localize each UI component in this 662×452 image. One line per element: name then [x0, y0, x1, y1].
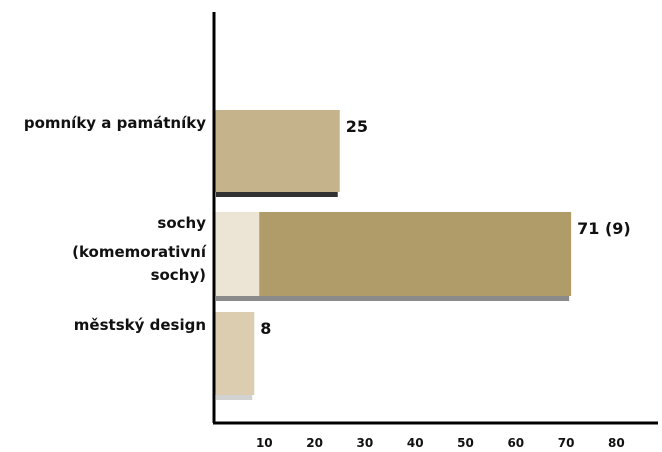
bar-shadow-cat-0 — [216, 192, 338, 197]
x-tick-label-30: 30 — [357, 436, 374, 450]
x-tick-label-70: 70 — [558, 436, 575, 450]
x-tick-label-40: 40 — [407, 436, 424, 450]
category-label-cat-1-line-1: (komemorativní — [72, 243, 207, 261]
category-label-cat-0-line-0: pomníky a památníky — [24, 114, 206, 132]
x-tick-label-60: 60 — [507, 436, 524, 450]
value-labels: 25 71 (9) 8 — [260, 117, 630, 338]
bars-layer — [214, 110, 572, 400]
bar-cat-2 — [214, 312, 255, 395]
value-label-cat-2: 8 — [260, 319, 271, 338]
category-label-cat-1-line-2: sochy) — [151, 266, 206, 284]
category-label-cat-1-line-0: sochy — [157, 214, 206, 232]
bar-shadow-cat-1 — [216, 296, 570, 301]
x-tick-label-20: 20 — [306, 436, 323, 450]
category-labels: pomníky a památníky sochy (komemorativní so… — [24, 114, 207, 334]
bar-cat-0 — [214, 110, 340, 192]
x-tick-label-80: 80 — [608, 436, 625, 450]
bar-shadow-cat-2 — [216, 395, 253, 400]
x-axis-ticks: 10 20 30 40 50 60 70 80 — [256, 436, 625, 450]
bar-cat-1 — [214, 212, 572, 296]
value-label-cat-1: 71 (9) — [577, 219, 631, 238]
category-label-cat-2-line-0: městský design — [74, 316, 206, 334]
x-tick-label-10: 10 — [256, 436, 273, 450]
value-label-cat-0: 25 — [346, 117, 368, 136]
bar-highlight-cat-1 — [214, 212, 260, 296]
x-tick-label-50: 50 — [457, 436, 474, 450]
